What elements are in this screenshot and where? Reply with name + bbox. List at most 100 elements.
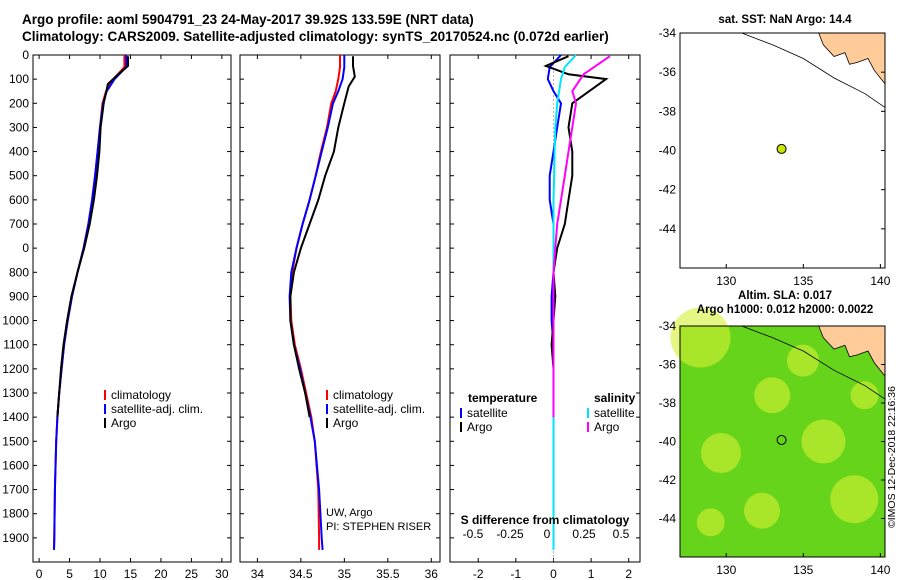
diff-panel (449, 54, 641, 563)
temp-xtick-label: 25 (185, 567, 199, 580)
sla-map-sla-blob (744, 492, 780, 529)
temp-xtick-label: 20 (154, 567, 168, 580)
legend-label: Argo (333, 416, 359, 430)
sst-map-ytick-label: -36 (659, 65, 677, 79)
depth-tick-label: 1400 (2, 410, 29, 424)
diff-xtick-label: -1 (511, 567, 522, 580)
diff-s-tick-label: -0.5 (463, 527, 484, 541)
legend-label: satellite (467, 406, 508, 420)
depth-tick-label: 900 (9, 289, 29, 303)
sst-map-ytick-label: -44 (659, 222, 677, 236)
depth-tick-label: 1100 (3, 338, 29, 352)
sla-map-ytick-label: -34 (659, 319, 677, 333)
depth-tick-label: 1500 (2, 434, 29, 448)
sal-xtick-label: 36 (425, 567, 439, 580)
sst-map-ytick-label: -34 (659, 26, 677, 40)
depth-tick-label: 1000 (2, 314, 29, 328)
title-line-1: Argo profile: aoml 5904791_23 24-May-201… (22, 12, 474, 27)
sla-map-sla-blob (830, 475, 879, 524)
legend-label: Argo (467, 420, 493, 434)
depth-tick-label: 0 (22, 241, 29, 255)
sal-xtick-label: 34 (251, 567, 265, 580)
temp-axes-box (32, 54, 232, 563)
diff-s-tick-label: 0 (544, 527, 551, 541)
sla-map-xtick-label: 140 (870, 563, 890, 577)
sla-map-sla-blob (670, 307, 731, 368)
diff-xtick-label: 2 (625, 567, 632, 580)
sla-map-ytick-label: -36 (659, 358, 677, 372)
sal-series-line (289, 56, 356, 418)
depth-tick-label: 700 (9, 217, 29, 231)
diff-xtick-label: 0 (550, 567, 557, 580)
depth-tick-label: 600 (9, 193, 29, 207)
depth-tick-label: 1600 (2, 458, 29, 472)
diff-xtick-label: 1 (588, 567, 595, 580)
temp-xtick-label: 10 (93, 567, 107, 580)
sla-map-sla-blob (701, 433, 741, 474)
depth-tick-label: 1700 (2, 483, 29, 497)
sla-map-ytick-label: -38 (659, 396, 677, 410)
sla-map-sla-blob (787, 344, 819, 377)
credit-text: UW, Argo (326, 507, 372, 519)
depth-tick-label: 100 (9, 72, 29, 86)
sla-map-title-1: Altim. SLA: 0.017 (738, 290, 832, 302)
sla-map-profile-marker (776, 434, 787, 445)
diff-axes-box (449, 54, 641, 563)
sst-map-xtick-label: 135 (793, 274, 813, 288)
depth-tick-label: 400 (9, 145, 29, 159)
legend-label: Argo (111, 416, 137, 430)
temp-panel (32, 54, 232, 563)
diff-s-xlabel: S difference from climatology (461, 513, 630, 527)
depth-tick-label: 1300 (2, 386, 29, 400)
temp-series-line (56, 56, 129, 418)
sla-map-xtick-label: 135 (793, 563, 813, 577)
sst-map-title: sat. SST: NaN Argo: 14.4 (718, 14, 852, 26)
sst-map-ytick-label: -38 (659, 104, 677, 118)
sla-map-xtick-label: 130 (716, 563, 736, 577)
depth-tick-label: 300 (9, 120, 29, 134)
legend-label: climatology (333, 388, 393, 402)
diff-s-tick-label: 0.25 (572, 527, 596, 541)
diff-s-tick-label: -0.25 (496, 527, 524, 541)
legend-label: satellite (594, 406, 635, 420)
sla-map-sla-blob (754, 377, 791, 414)
pi-text: PI: STEPHEN RISER (326, 521, 431, 533)
depth-tick-label: 800 (9, 265, 29, 279)
legend-title-salinity: salinity (594, 391, 636, 405)
diff-series-line (552, 54, 577, 550)
temp-xtick-label: 30 (215, 567, 229, 580)
sla-map-sla-blob (696, 508, 725, 537)
legend-title-temperature: temperature (468, 391, 538, 405)
sal-series-line (288, 55, 346, 550)
legend-label: satellite-adj. clim. (111, 402, 203, 416)
sal-xtick-label: 35 (338, 567, 352, 580)
sst-map-panel (679, 32, 886, 269)
sal-axes-box (239, 54, 441, 563)
temp-xtick-label: 5 (66, 567, 73, 580)
legend-label: satellite-adj. clim. (333, 402, 425, 416)
sal-xtick-label: 34.5 (289, 567, 313, 580)
depth-tick-label: 1800 (2, 507, 29, 521)
sst-map-xtick-label: 130 (716, 274, 736, 288)
sst-map-profile-marker (776, 143, 787, 154)
sla-map-shelf-line (741, 325, 886, 400)
sla-map-panel (670, 307, 886, 558)
imos-stamp: ©IMOS 12-Dec-2018 22:16:36 (886, 386, 898, 528)
diff-xtick-label: -2 (473, 567, 484, 580)
depth-tick-label: 0 (22, 48, 29, 62)
temp-xtick-label: 15 (124, 567, 138, 580)
sst-map-ytick-label: -40 (659, 144, 677, 158)
legend-label: Argo (594, 420, 620, 434)
sst-map-xtick-label: 140 (870, 274, 890, 288)
depth-tick-label: 500 (9, 169, 29, 183)
diff-s-tick-label: 0.5 (613, 527, 630, 541)
sla-map-ytick-label: -40 (659, 435, 677, 449)
sst-map-shelf-line (741, 32, 886, 108)
sla-map-ytick-label: -42 (659, 473, 677, 487)
depth-tick-label: 1900 (2, 531, 29, 545)
title-line-2: Climatology: CARS2009. Satellite-adjuste… (22, 29, 609, 44)
sla-map-ytick-label: -44 (659, 512, 677, 526)
depth-tick-label: 200 (9, 96, 29, 110)
